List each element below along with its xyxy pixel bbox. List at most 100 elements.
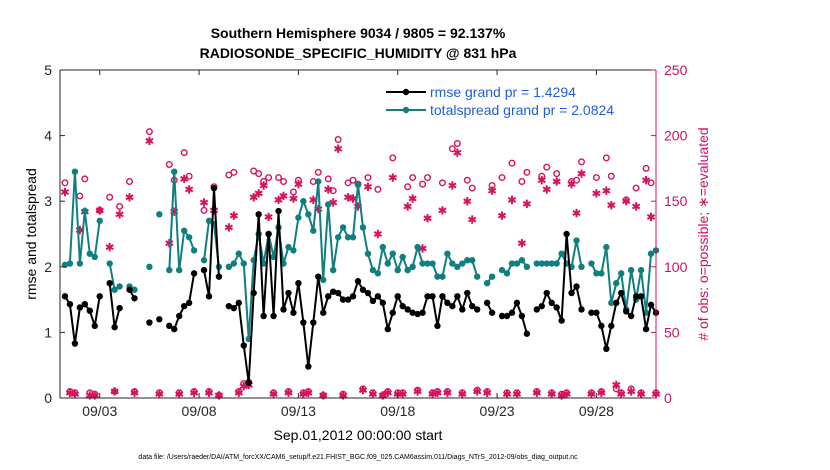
obs-evaluated-marker: [463, 197, 472, 206]
rmse-marker: [578, 306, 585, 313]
totalspread-marker: [190, 247, 198, 254]
totalspread-marker: [538, 260, 545, 267]
obs-possible-marker: [364, 174, 372, 182]
totalspread-marker: [444, 250, 451, 257]
rmse-marker: [215, 273, 223, 280]
obs-possible-marker: [573, 176, 581, 184]
rmse-marker: [548, 299, 555, 307]
totalspread-marker: [230, 260, 238, 267]
obs-evaluated-marker: [299, 389, 308, 399]
rmse-marker: [424, 293, 431, 300]
obs-evaluated-marker: [343, 193, 353, 202]
rmse-marker: [310, 319, 317, 326]
totalspread-marker: [573, 237, 580, 244]
axes-layer: 09/03 09/08 09/13 09/18 09/23 09/280123450501…: [44, 62, 687, 419]
x-tick-label: 09/08: [182, 403, 217, 419]
totalspread-marker: [637, 266, 645, 274]
rmse-marker: [71, 340, 79, 347]
rmse-marker: [454, 293, 461, 300]
totalspread-marker: [508, 260, 516, 267]
totalspread-marker: [116, 283, 123, 290]
obs-possible-marker: [61, 179, 69, 187]
obs-evaluated-marker: [453, 148, 462, 157]
rmse-marker: [171, 325, 178, 333]
obs-possible-marker: [314, 168, 322, 176]
obs-evaluated-marker: [443, 388, 452, 397]
obs-evaluated-marker: [184, 185, 194, 194]
totalspread-marker: [325, 201, 332, 208]
obs-evaluated-marker: [363, 182, 373, 191]
rmse-marker: [344, 296, 352, 303]
totalspread-marker: [290, 247, 297, 254]
totalspread-marker: [180, 227, 188, 234]
rmse-marker: [364, 289, 372, 297]
y-tick-label-left: 4: [44, 128, 52, 144]
rmse-marker: [543, 289, 550, 297]
rmse-marker: [563, 230, 570, 238]
totalspread-marker: [329, 266, 337, 274]
rmse-marker: [384, 325, 391, 333]
totalspread-marker: [429, 260, 436, 267]
legend: rmse grand pr = 1.4294 totalspread grand …: [378, 80, 650, 120]
totalspread-marker: [315, 178, 322, 185]
rmse-marker: [508, 309, 516, 316]
y-tick-label-left: 3: [44, 193, 52, 209]
rmse-marker: [439, 293, 446, 300]
rmse-marker: [235, 299, 242, 307]
rmse-marker: [503, 312, 511, 320]
obs-possible-marker: [255, 170, 263, 178]
obs-evaluated-marker: [145, 136, 154, 146]
totalspread-marker: [270, 253, 277, 261]
legend-totalspread-swatch-marker: [402, 106, 410, 114]
obs-evaluated-marker: [304, 388, 313, 397]
rmse-marker: [270, 312, 277, 320]
totalspread-marker: [469, 257, 476, 264]
obs-possible-marker: [180, 149, 188, 157]
rmse-marker: [339, 296, 347, 303]
obs-evaluated-marker: [592, 189, 601, 198]
obs-possible-marker: [349, 176, 357, 184]
rmse-marker: [608, 322, 615, 330]
obs-evaluated-marker: [497, 211, 507, 220]
rmse-marker: [598, 322, 605, 330]
rmse-marker: [185, 299, 193, 307]
rmse-marker: [354, 278, 362, 285]
obs-evaluated-marker: [597, 388, 606, 397]
y-tick-label-right: 150: [664, 193, 688, 209]
totalspread-marker: [553, 260, 560, 267]
rmse-marker: [255, 211, 262, 218]
totalspread-marker: [608, 299, 615, 307]
rmse-marker: [265, 230, 272, 238]
totalspread-marker: [364, 250, 372, 257]
obs-possible-marker: [468, 184, 476, 192]
obs-evaluated-marker: [60, 187, 70, 197]
obs-evaluated-marker: [622, 197, 631, 206]
y-tick-label-left: 5: [44, 62, 52, 78]
obs-evaluated-marker: [532, 388, 541, 397]
totalspread-marker: [488, 273, 496, 280]
rmse-marker: [613, 299, 620, 307]
obs-possible-marker: [265, 174, 273, 182]
y-tick-label-right: 200: [664, 128, 688, 144]
y-axis-label-right: # of obs: o=possible; ∗=evaluated: [695, 127, 711, 340]
obs-evaluated-marker: [110, 387, 119, 396]
rmse-marker: [300, 319, 307, 326]
obs-evaluated-marker: [607, 200, 616, 210]
obs-possible-marker: [518, 178, 526, 186]
obs-evaluated-marker: [468, 215, 477, 224]
obs-possible-marker: [200, 206, 208, 214]
obs-possible-marker: [324, 175, 332, 183]
obs-evaluated-marker: [229, 211, 238, 220]
rmse-marker: [116, 304, 123, 312]
y-tick-label-right: 0: [664, 390, 672, 406]
obs-possible-marker: [553, 170, 561, 178]
x-axis-label: Sep.01,2012 00:00:00 start: [274, 427, 443, 443]
obs-evaluated-marker: [512, 389, 522, 399]
rmse-marker: [200, 266, 208, 274]
totalspread-marker: [394, 266, 401, 274]
obs-evaluated-marker: [458, 389, 467, 399]
obs-evaluated-marker: [373, 229, 383, 239]
obs-evaluated-marker: [646, 212, 656, 222]
rmse-marker: [275, 207, 282, 215]
totalspread-marker: [81, 207, 89, 215]
